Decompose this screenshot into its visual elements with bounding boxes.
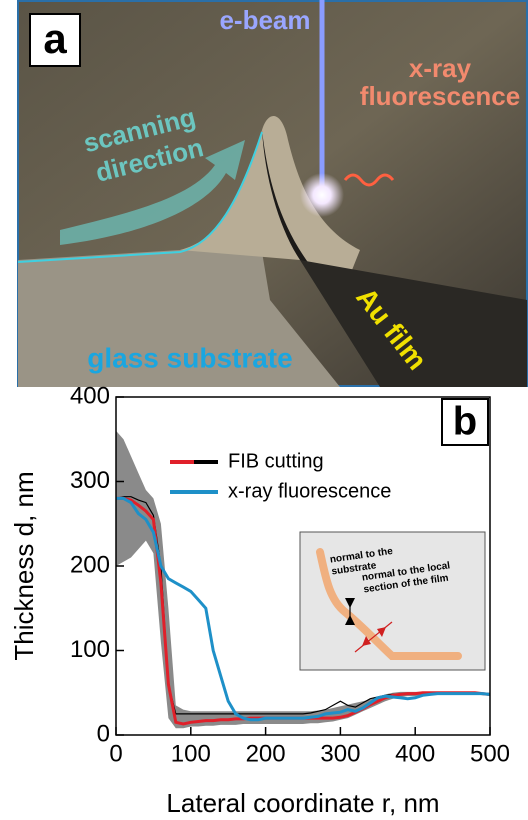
panel-b: 0 100 200 300 400 500 0 100 200 300 400 Lateral coo…	[9, 382, 510, 818]
fluorescence-label: x-ray	[409, 53, 472, 83]
substrate-surface	[18, 240, 340, 387]
inset-arrows	[345, 598, 355, 625]
x-tick-label: 200	[246, 740, 286, 767]
beam-spot	[300, 173, 344, 217]
panel-a-box	[29, 13, 81, 67]
xray-wave	[343, 173, 395, 187]
x-tick-label: 100	[171, 740, 211, 767]
panel-a: a e-beam x-ray fluorescence scanning dir…	[17, 0, 528, 387]
beam-label: e-beam	[219, 5, 310, 35]
substrate-label: glass substrate	[87, 342, 292, 373]
x-tick-label: 400	[395, 740, 435, 767]
panel-label: a	[43, 15, 67, 62]
cut-face	[300, 260, 527, 387]
y-tick-label: 400	[70, 382, 110, 409]
inset-local-arrows	[362, 627, 386, 646]
scan-line	[17, 131, 263, 263]
scan-arrow	[60, 140, 245, 245]
panel-b-box	[441, 398, 489, 446]
y-tick-label: 300	[70, 467, 110, 494]
inset-film	[316, 548, 462, 660]
legend-label: x-ray fluorescence	[228, 480, 391, 502]
y-tick-label: 200	[70, 551, 110, 578]
fluorescence-label: fluorescence	[360, 81, 520, 111]
x-tick-label: 300	[320, 740, 360, 767]
y-axis-label: Thickness d, nm	[9, 471, 39, 660]
film-wedge	[180, 116, 360, 300]
y-tick-label: 0	[97, 720, 110, 747]
inset-local-normal	[354, 621, 393, 653]
x-tick-label: 0	[109, 740, 122, 767]
panel-label: b	[453, 400, 477, 444]
x-axis-label: Lateral coordinate r, nm	[166, 788, 439, 818]
y-tick-label: 100	[70, 636, 110, 663]
legend-label: FIB cutting	[228, 450, 324, 472]
data-line	[116, 496, 490, 722]
x-tick-label: 500	[470, 740, 510, 767]
